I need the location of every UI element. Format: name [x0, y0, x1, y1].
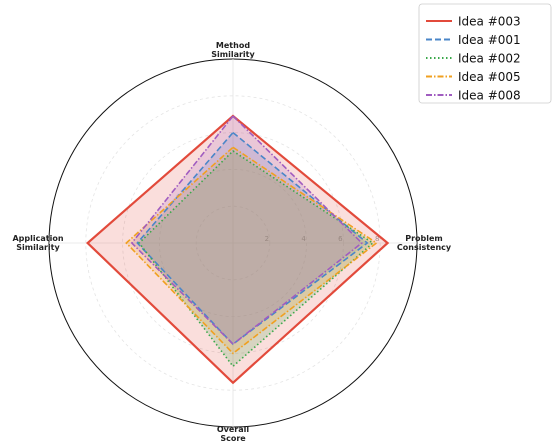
axis-label-application-similarity: Application Similarity [12, 234, 63, 252]
axis-label-layer: Method Similarity Problem Consistency Overal… [12, 41, 451, 441]
tick-label: 2 [265, 235, 269, 243]
series-line-idea008 [130, 114, 364, 346]
axis-label-method-similarity: Method Similarity [211, 41, 255, 59]
tick-label: 6 [338, 235, 343, 243]
legend-label: Idea #002 [458, 52, 521, 66]
legend-label: Idea #003 [458, 15, 521, 29]
axis-label-problem-consistency: Problem Consistency [397, 234, 452, 252]
series-area-idea005 [126, 147, 377, 354]
legend: Idea #003 Idea #001 Idea #002 Idea #005 Idea… [418, 3, 552, 104]
series-line-idea002 [138, 149, 375, 368]
series-area-idea008 [131, 116, 362, 345]
series-line-idea005 [125, 146, 378, 355]
series-line-layer [85, 114, 390, 385]
series-area-idea001 [137, 132, 368, 345]
legend-box [418, 3, 552, 104]
series-area-idea002 [139, 151, 373, 367]
tick-label: 4 [301, 235, 306, 243]
series-line-idea003 [85, 114, 390, 385]
legend-label: Idea #008 [458, 89, 521, 103]
legend-label: Idea #005 [458, 70, 521, 84]
tick-label: 8 [375, 235, 379, 243]
series-line-idea001 [136, 131, 369, 346]
axis-label-overall-score: Overall Score [217, 425, 250, 441]
legend-label: Idea #001 [458, 33, 521, 47]
